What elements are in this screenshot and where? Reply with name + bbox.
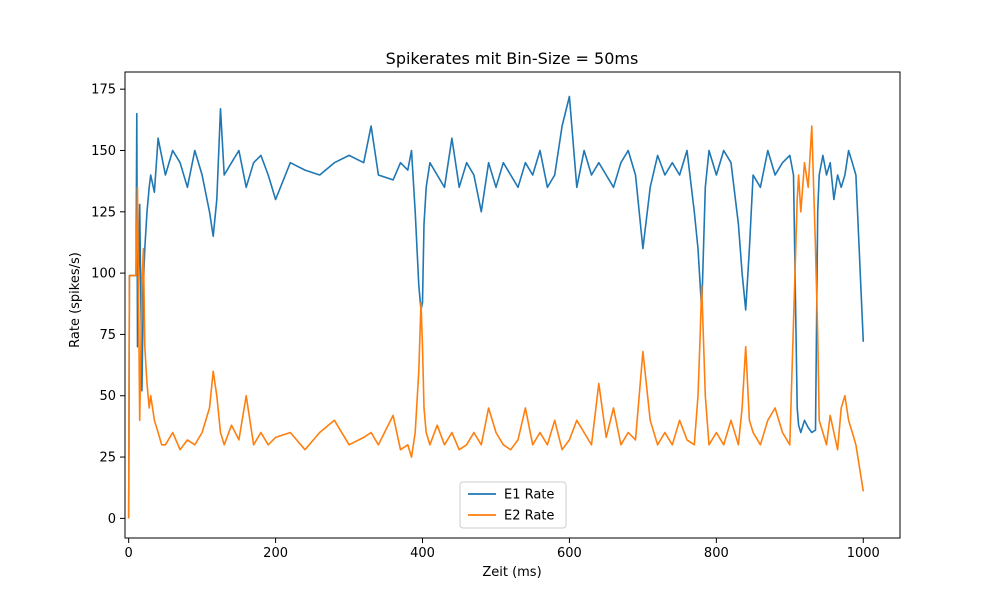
y-tick-label: 50 xyxy=(99,389,116,404)
y-tick-label: 100 xyxy=(91,267,116,282)
series-line-1 xyxy=(127,95,865,519)
y-axis-label: Rate (spikes/s) xyxy=(68,252,83,348)
axes-frame xyxy=(124,71,901,539)
x-tick-label: 400 xyxy=(410,546,435,561)
y-tick-label: 0 xyxy=(108,512,116,527)
x-tick-label: 800 xyxy=(704,546,729,561)
x-axis-ticks: 0 200 400 600 800 1000 xyxy=(125,538,880,561)
x-tick-label: 0 xyxy=(125,546,133,561)
y-tick-label: 175 xyxy=(91,83,116,98)
legend-label-2: E2 Rate xyxy=(504,509,554,524)
legend: E1 Rate E2 Rate xyxy=(459,481,567,529)
y-tick-label: 150 xyxy=(91,144,116,159)
chart-title: Spikerates mit Bin-Size = 50ms xyxy=(386,49,639,68)
legend-label-1: E1 Rate xyxy=(504,488,554,503)
y-tick-label: 125 xyxy=(91,205,116,220)
y-tick-label: 75 xyxy=(99,328,116,343)
plot-lines xyxy=(127,95,865,519)
x-axis-label: Zeit (ms) xyxy=(482,565,541,580)
x-tick-label: 1000 xyxy=(847,546,880,561)
x-tick-label: 600 xyxy=(557,546,582,561)
y-axis-ticks: 0 25 50 75 100 125 150 175 xyxy=(91,83,125,527)
series-line-2 xyxy=(127,125,865,519)
x-tick-label: 200 xyxy=(263,546,288,561)
y-tick-label: 25 xyxy=(99,451,116,466)
